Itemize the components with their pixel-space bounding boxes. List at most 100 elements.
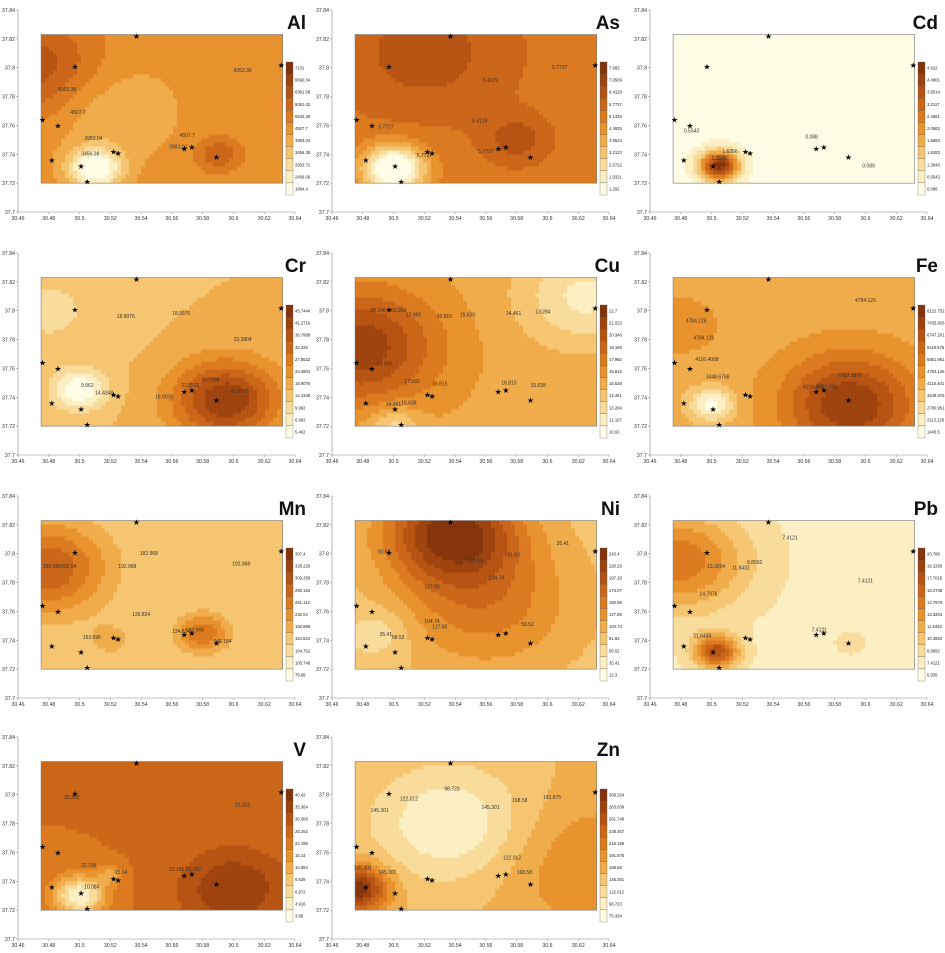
contour-cell <box>491 95 495 99</box>
contour-cell <box>539 119 543 123</box>
contour-cell <box>829 35 833 39</box>
contour-cell <box>237 127 241 131</box>
contour-cell <box>81 131 85 135</box>
contour-cell <box>515 135 519 139</box>
contour-cell <box>97 79 101 83</box>
contour-cell <box>261 171 265 175</box>
contour-cell <box>241 99 245 103</box>
contour-cell <box>515 35 519 39</box>
contour-cell <box>233 87 237 91</box>
contour-cell <box>575 111 579 115</box>
legend-swatch <box>286 98 293 110</box>
legend-label: 6381.68 <box>295 90 311 95</box>
contour-cell <box>463 91 467 95</box>
contour-cell <box>45 75 49 79</box>
contour-cell <box>519 139 523 143</box>
contour-cell <box>225 119 229 123</box>
contour-cell <box>249 143 253 147</box>
contour-cell <box>431 55 435 59</box>
contour-cell <box>865 35 869 39</box>
contour-cell <box>121 47 125 51</box>
contour-cell <box>503 163 507 167</box>
contour-cell <box>201 171 205 175</box>
contour-cell <box>237 151 241 155</box>
contour-cell <box>355 151 359 155</box>
contour-cell <box>201 95 205 99</box>
contour-cell <box>257 91 261 95</box>
contour-cell <box>69 127 73 131</box>
contour-cell <box>269 43 273 47</box>
contour-cell <box>371 95 375 99</box>
contour-cell <box>443 115 447 119</box>
contour-cell <box>415 123 419 127</box>
contour-cell <box>539 163 543 167</box>
contour-cell <box>121 175 125 179</box>
contour-cell <box>93 79 97 83</box>
contour-cell <box>165 151 169 155</box>
contour-cell <box>153 135 157 139</box>
contour-cell <box>535 83 539 87</box>
contour-cell <box>209 143 213 147</box>
contour-cell <box>503 135 507 139</box>
contour-cell <box>273 75 277 79</box>
contour-cell <box>57 139 61 143</box>
contour-cell <box>555 71 559 75</box>
contour-cell <box>181 35 185 39</box>
contour-cell <box>185 127 189 131</box>
contour-cell <box>563 71 567 75</box>
contour-cell <box>495 135 499 139</box>
contour-cell <box>427 95 431 99</box>
contour-cell <box>359 171 363 175</box>
contour-cell <box>403 67 407 71</box>
contour-cell <box>217 39 221 43</box>
contour-cell <box>455 159 459 163</box>
contour-cell <box>701 39 705 43</box>
contour-cell <box>383 175 387 179</box>
contour-cell <box>765 43 769 47</box>
contour-cell <box>125 47 129 51</box>
contour-cell <box>149 79 153 83</box>
contour-cell <box>363 39 367 43</box>
contour-cell <box>571 175 575 179</box>
contour-cell <box>567 83 571 87</box>
contour-cell <box>49 179 53 183</box>
contour-cell <box>503 159 507 163</box>
contour-cell <box>555 179 559 183</box>
contour-cell <box>149 43 153 47</box>
contour-cell <box>403 167 407 171</box>
contour-cell <box>447 107 451 111</box>
contour-cell <box>277 123 281 127</box>
contour-cell <box>503 171 507 175</box>
contour-cell <box>531 47 535 51</box>
contour-cell <box>45 47 49 51</box>
contour-cell <box>121 163 125 167</box>
contour-cell <box>109 63 113 67</box>
contour-cell <box>265 147 269 151</box>
contour-cell <box>407 79 411 83</box>
contour-cell <box>105 35 109 39</box>
contour-cell <box>575 39 579 43</box>
contour-cell <box>217 95 221 99</box>
contour-cell <box>77 47 81 51</box>
contour-cell <box>45 91 49 95</box>
contour-cell <box>395 155 399 159</box>
contour-cell <box>113 123 117 127</box>
contour-cell <box>443 163 447 167</box>
contour-cell <box>427 55 431 59</box>
contour-cell <box>209 91 213 95</box>
contour-cell <box>181 119 185 123</box>
contour-cell <box>261 115 265 119</box>
contour-cell <box>277 71 281 75</box>
contour-cell <box>559 147 563 151</box>
contour-cell <box>411 107 415 111</box>
contour-cell <box>269 119 273 123</box>
contour-cell <box>419 43 423 47</box>
contour-cell <box>241 55 245 59</box>
contour-cell <box>399 59 403 63</box>
legend-label: 7.683 <box>609 66 620 71</box>
contour-cell <box>439 179 443 183</box>
contour-cell <box>193 75 197 79</box>
contour-cell <box>257 127 261 131</box>
contour-cell <box>523 47 527 51</box>
contour-cell <box>277 51 281 55</box>
